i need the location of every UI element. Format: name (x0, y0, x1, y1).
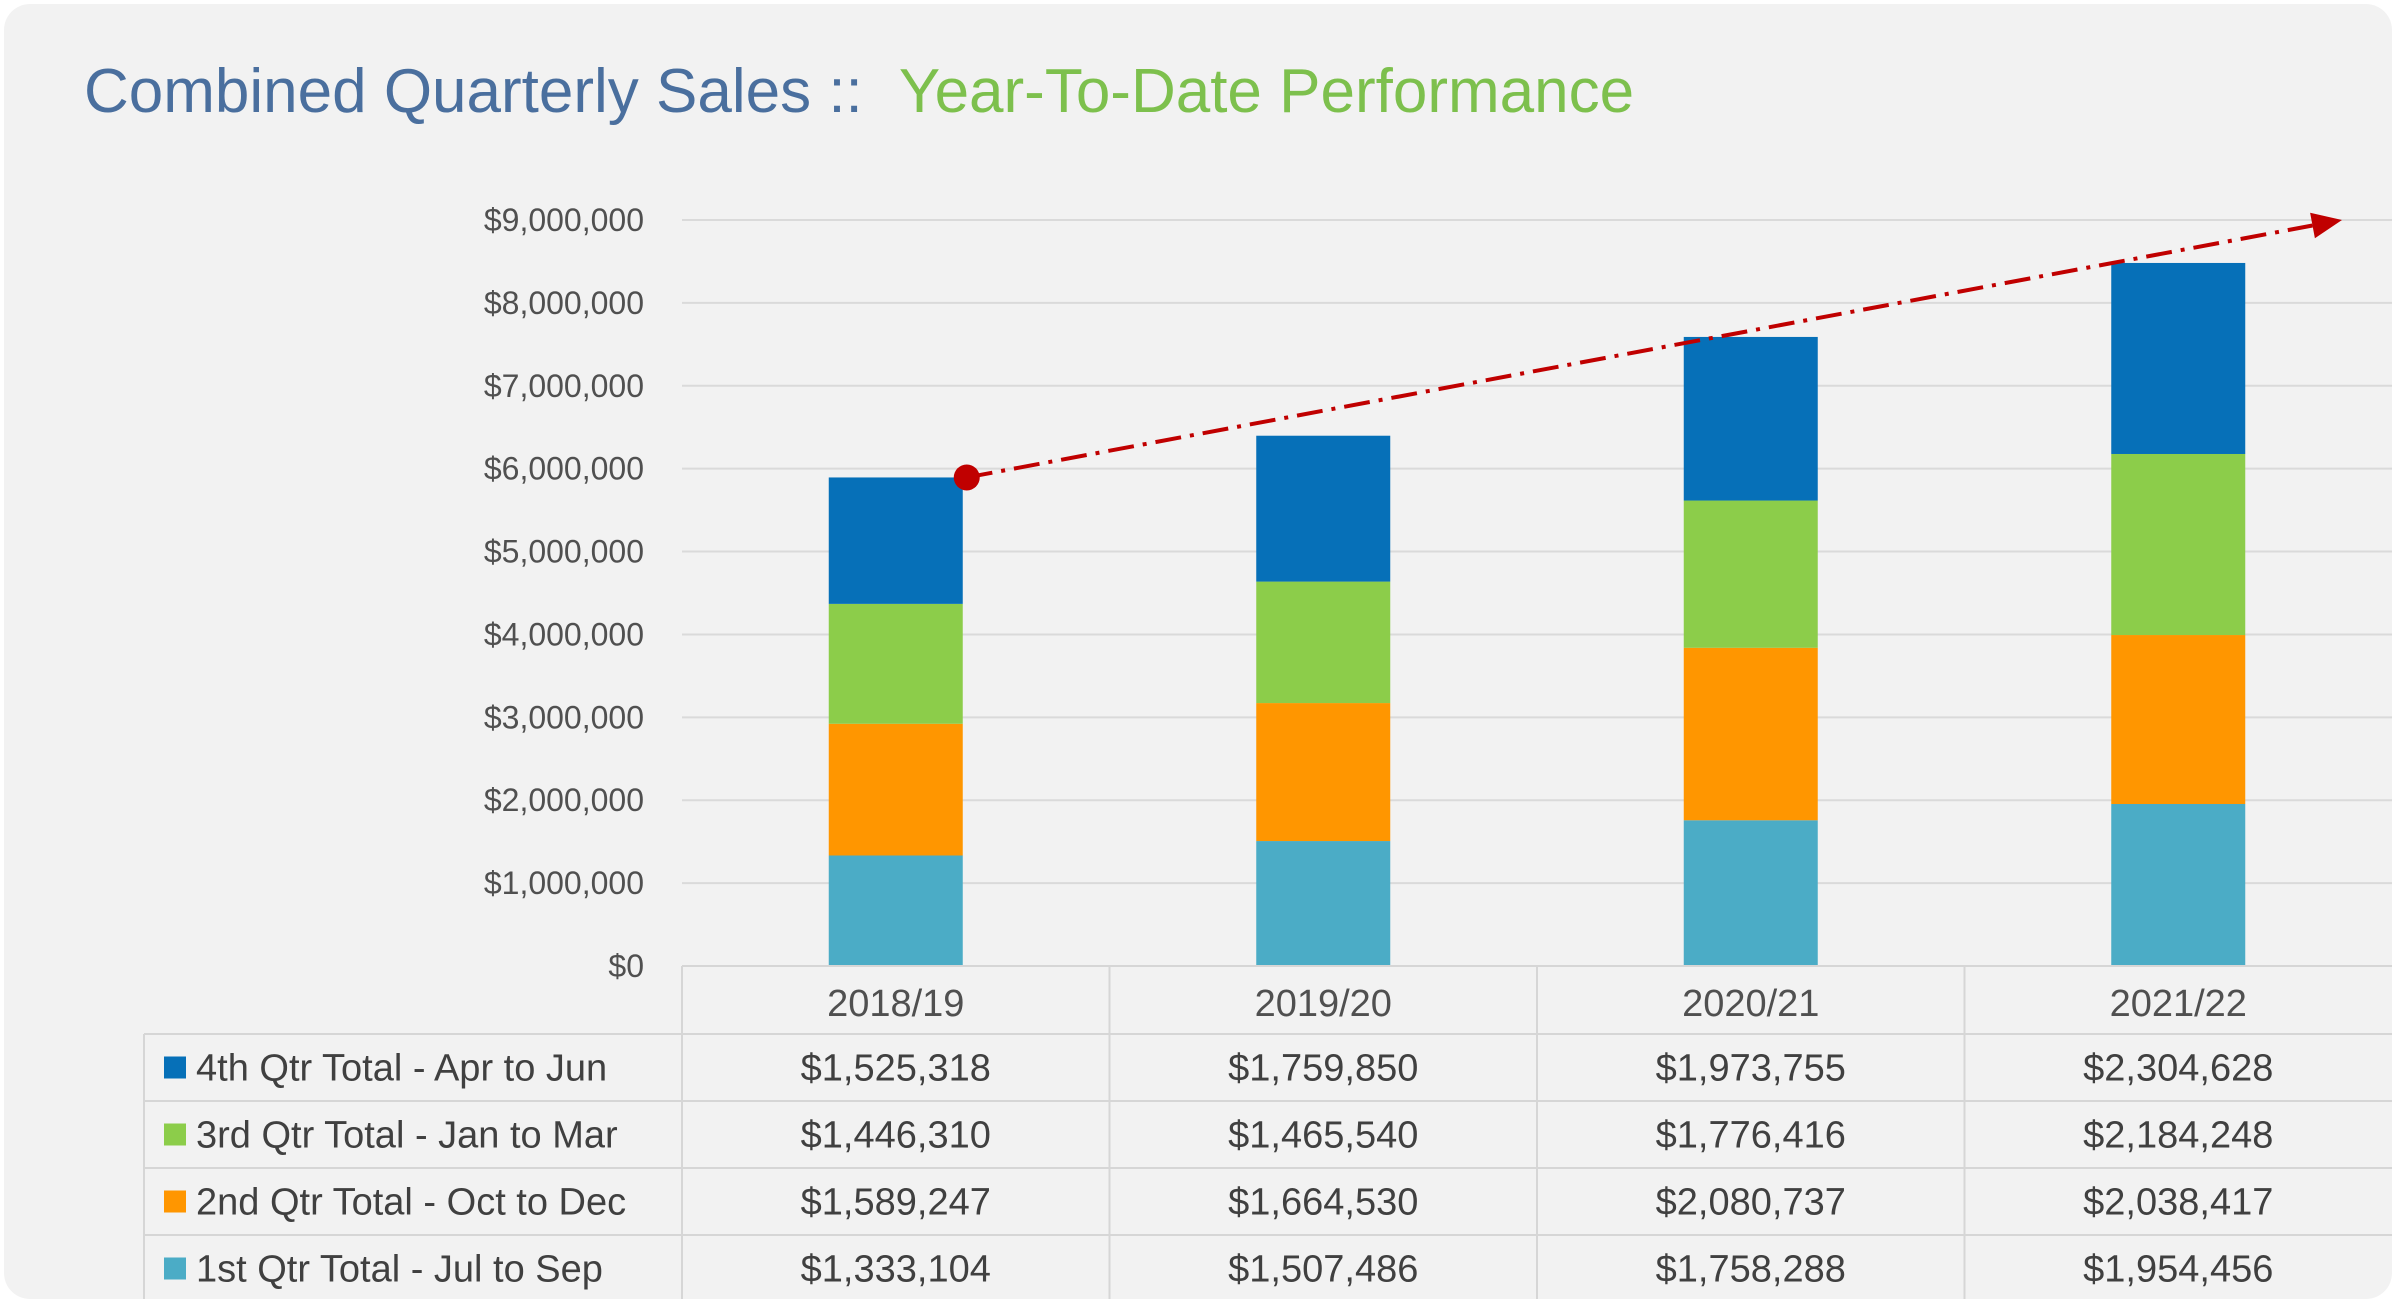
x-category-label: 2021/22 (2110, 983, 2247, 1025)
chart-title-line: Combined Quarterly Sales :: Year-To-Date… (84, 57, 1634, 126)
bar-segment (1683, 647, 1818, 821)
data-label: $2,184,248 (2083, 1115, 2273, 1157)
data-label: $2,080,737 (1656, 1182, 1846, 1224)
legend-entry: 2nd Qtr Total - Oct to Dec (196, 1182, 626, 1224)
bar-segment (828, 855, 963, 966)
bar-segment (2111, 262, 2246, 454)
data-table: 2018/19 2019/20 2020/21 2021/22 4th Qtr Tota… (143, 965, 2392, 1299)
bars (828, 262, 2246, 966)
data-label: $1,973,755 (1656, 1048, 1846, 1090)
legend-entry: 1st Qtr Total - Jul to Sep (196, 1249, 603, 1291)
y-tick-label: $6,000,000 (484, 451, 644, 487)
bar-segment (1683, 500, 1818, 648)
legend-swatch (164, 1123, 186, 1146)
data-label: $1,589,247 (801, 1182, 991, 1224)
y-tick-label: $5,000,000 (484, 534, 644, 570)
legend-swatch (164, 1190, 186, 1213)
data-label: $1,758,288 (1656, 1249, 1846, 1291)
data-label: $1,333,104 (801, 1249, 991, 1291)
bar-segment (1256, 841, 1391, 966)
bar-segment (2111, 453, 2246, 636)
bar-segment (828, 603, 963, 724)
data-label: $1,525,318 (801, 1048, 991, 1090)
y-tick-label: $9,000,000 (484, 202, 644, 238)
chart-panel: Combined Quarterly Sales :: Year-To-Date… (4, 4, 2392, 1299)
bar-segment (2111, 803, 2246, 966)
bar-segment (828, 477, 963, 604)
x-category-label: 2020/21 (1682, 983, 1819, 1025)
chart-subtitle: Year-To-Date Performance (899, 57, 1634, 126)
data-label: $1,664,530 (1228, 1182, 1418, 1224)
data-label: $1,954,456 (2083, 1249, 2273, 1291)
trend-start-dot (953, 464, 980, 491)
trend-line (966, 223, 2313, 480)
legend-entry: 4th Qtr Total - Apr to Jun (196, 1048, 607, 1090)
data-label: $1,507,486 (1228, 1249, 1418, 1291)
data-label: $1,776,416 (1656, 1115, 1846, 1157)
chart: Combined Quarterly Sales :: Year-To-Date… (84, 57, 2392, 1299)
y-tick-label: $0 (608, 948, 644, 984)
data-label: $1,465,540 (1228, 1115, 1418, 1157)
y-tick-label: $4,000,000 (484, 616, 644, 652)
y-tick-label: $3,000,000 (484, 699, 644, 735)
y-tick-label: $2,000,000 (484, 782, 644, 818)
data-label: $2,304,628 (2083, 1048, 2273, 1090)
trend-arrow-head (2310, 212, 2342, 239)
bar-segment (1256, 703, 1391, 842)
bar-segment (1256, 435, 1391, 582)
bar-segment (2111, 635, 2246, 804)
bar-segment (1256, 581, 1391, 704)
legend-swatch (164, 1257, 186, 1280)
chart-title: Combined Quarterly Sales :: (84, 57, 863, 126)
bar-segment (1683, 820, 1818, 966)
legend-entry: 3rd Qtr Total - Jan to Mar (196, 1115, 618, 1157)
y-tick-label: $7,000,000 (484, 368, 644, 404)
bar-segment (828, 723, 963, 856)
data-label: $1,446,310 (801, 1115, 991, 1157)
y-axis-ticks: $0 $1,000,000 $2,000,000 $3,000,000 $4,000,0… (484, 202, 644, 984)
data-label: $2,038,417 (2083, 1182, 2273, 1224)
data-label: $1,759,850 (1228, 1048, 1418, 1090)
y-tick-label: $8,000,000 (484, 285, 644, 321)
y-tick-label: $1,000,000 (484, 865, 644, 901)
x-category-label: 2018/19 (827, 983, 964, 1025)
trend-arrow (953, 212, 2342, 491)
legend-swatch (164, 1056, 186, 1079)
x-category-label: 2019/20 (1255, 983, 1392, 1025)
bar-segment (1683, 336, 1818, 501)
